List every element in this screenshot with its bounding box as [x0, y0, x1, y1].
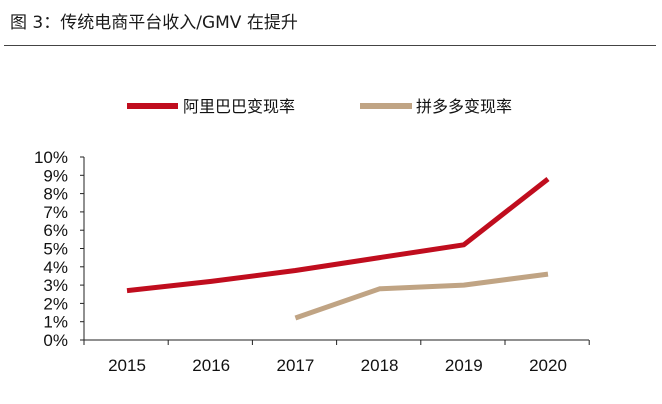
y-tick-label: 7% [43, 203, 68, 222]
y-tick-label: 5% [43, 240, 68, 259]
x-tick-label: 2016 [192, 356, 230, 375]
y-tick-label: 3% [43, 276, 68, 295]
y-tick-label: 8% [43, 185, 68, 204]
chart-series [126, 177, 550, 321]
y-tick-label: 4% [43, 258, 68, 277]
caption-divider [4, 45, 656, 46]
y-tick-label: 10% [34, 148, 68, 167]
y-tick-label: 2% [43, 294, 68, 313]
y-tick-label: 9% [43, 166, 68, 185]
series-line-1 [126, 177, 550, 294]
x-tick-label: 2015 [108, 356, 146, 375]
figure-caption: 图 3：传统电商平台收入/GMV 在提升 [10, 13, 298, 33]
series-line-2 [294, 271, 549, 321]
y-tick-label: 1% [43, 313, 68, 332]
x-tick-label: 2019 [445, 356, 483, 375]
chart-legend: 阿里巴巴变现率 拼多多变现率 [127, 97, 512, 116]
x-tick-label: 2020 [529, 356, 567, 375]
x-tick-label: 2017 [276, 356, 314, 375]
y-tick-label: 0% [43, 331, 68, 350]
y-tick-label: 6% [43, 221, 68, 240]
legend-label-2: 拼多多变现率 [416, 97, 512, 116]
legend-label-1: 阿里巴巴变现率 [183, 97, 295, 116]
x-tick-label: 2018 [361, 356, 399, 375]
chart-axes: 0%1%2%3%4%5%6%7%8%9%10% 2015 2016 2017 2018 2… [34, 148, 590, 375]
